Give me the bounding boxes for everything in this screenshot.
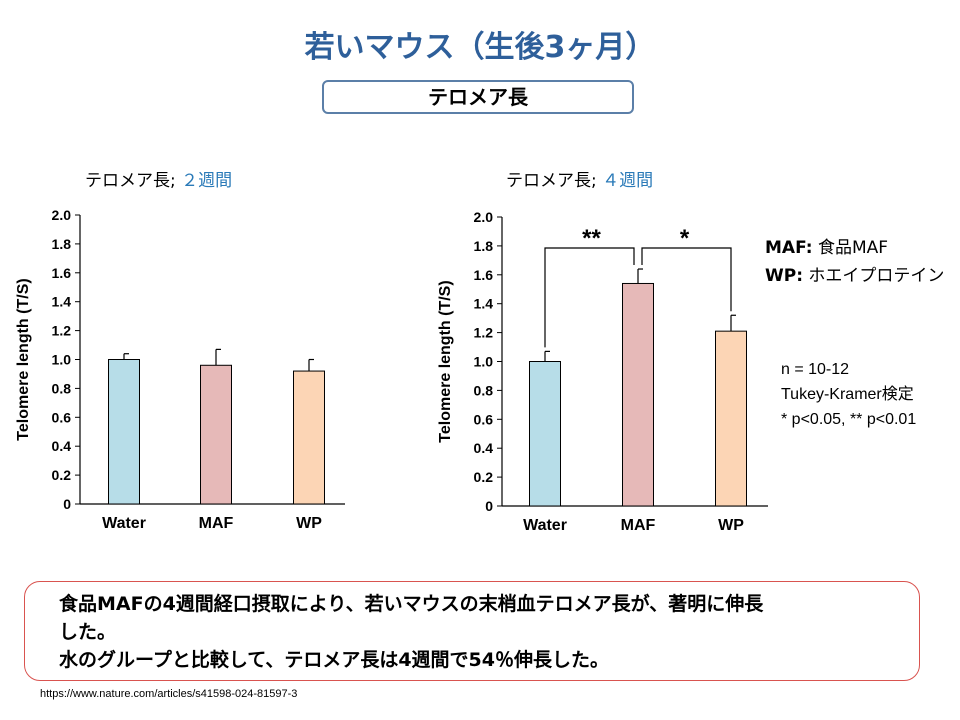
chart-title-prefix: テロメア長; [506, 171, 603, 191]
bar-wp [715, 330, 747, 507]
x-category-label: Water [523, 517, 567, 534]
y-tick-label: 1.2 [52, 323, 72, 339]
y-tick-label: 1.0 [52, 352, 72, 368]
stats-p: * p<0.05, ** p<0.01 [781, 411, 917, 428]
significance-bracket [641, 247, 732, 312]
y-tick-label: 0.6 [474, 411, 494, 427]
stats-n: n = 10-12 [781, 361, 850, 378]
y-tick-label: 2.0 [52, 207, 72, 223]
legend-maf-key: MAF: [765, 238, 813, 258]
y-tick-label: 1.4 [474, 296, 494, 312]
y-tick-label: 1.8 [52, 236, 72, 252]
significance-bracket [544, 247, 635, 348]
bar-water [529, 361, 561, 507]
x-category-label: Water [102, 515, 146, 532]
y-tick-label: 1.0 [474, 354, 494, 370]
significance-label: ** [582, 225, 601, 252]
y-tick-label: 0.2 [52, 467, 72, 483]
y-tick-label: 0.8 [474, 382, 494, 398]
y-tick-label: 0.6 [52, 409, 72, 425]
stats-test: Tukey-Kramer検定 [781, 386, 914, 403]
stats-note: n = 10-12 Tukey-Kramer検定 * p<0.05, ** p<… [781, 357, 916, 432]
y-tick-label: 1.6 [474, 267, 494, 283]
chart-title-2weeks: テロメア長; ２週間 [85, 166, 232, 191]
chart-title-suffix: ４週間 [602, 171, 654, 191]
x-category-label: MAF [621, 517, 656, 534]
y-tick-label: 0.8 [52, 380, 72, 396]
chart-title-4weeks: テロメア長; ４週間 [506, 166, 653, 191]
legend-wp: WP: ホエイプロテイン [765, 262, 944, 290]
legend-maf-value: 食品MAF [812, 238, 889, 258]
y-tick-label: 0.4 [474, 440, 494, 456]
y-tick-label: 1.6 [52, 265, 72, 281]
y-tick-label: 1.2 [474, 325, 494, 341]
chart-title-suffix: ２週間 [181, 171, 233, 191]
y-tick-label: 0.2 [474, 469, 494, 485]
legend-wp-value: ホエイプロテイン [803, 266, 945, 286]
legend-wp-key: WP: [765, 266, 804, 286]
legend: MAF: 食品MAF WP: ホエイプロテイン [765, 234, 944, 290]
y-tick-label: 2.0 [474, 209, 494, 225]
bar-maf [622, 282, 654, 507]
y-tick-label: 0 [63, 496, 71, 512]
page-title: 若いマウス（生後3ヶ月） [304, 30, 656, 65]
y-axis-label: Telomere length (T/S) [15, 278, 32, 440]
y-tick-label: 1.8 [474, 238, 494, 254]
summary-line-3: 水のグループと比較して、テロメア長は4週間で54％伸長した。 [59, 649, 610, 671]
x-category-label: WP [296, 515, 322, 532]
y-tick-label: 1.4 [52, 294, 72, 310]
bar-wp [293, 370, 325, 505]
y-axis-label: Telomere length (T/S) [437, 280, 454, 442]
summary-box: 食品MAFの4週間経口摂取により、若いマウスの末梢血テロメア長が、著明に伸長 し… [24, 581, 920, 681]
summary-line-1: 食品MAFの4週間経口摂取により、若いマウスの末梢血テロメア長が、著明に伸長 [59, 593, 764, 615]
x-category-label: WP [718, 517, 744, 534]
y-tick-label: 0.4 [52, 438, 72, 454]
source-url: https://www.nature.com/articles/s41598-0… [40, 688, 298, 700]
x-category-label: MAF [199, 515, 234, 532]
bar-water [108, 359, 140, 505]
chart-title-prefix: テロメア長; [85, 171, 182, 191]
y-tick-label: 0 [485, 498, 493, 514]
subtitle-box: テロメア長 [322, 80, 634, 114]
summary-line-2: した。 [59, 621, 117, 643]
significance-label: * [680, 225, 690, 252]
legend-maf: MAF: 食品MAF [765, 234, 944, 262]
